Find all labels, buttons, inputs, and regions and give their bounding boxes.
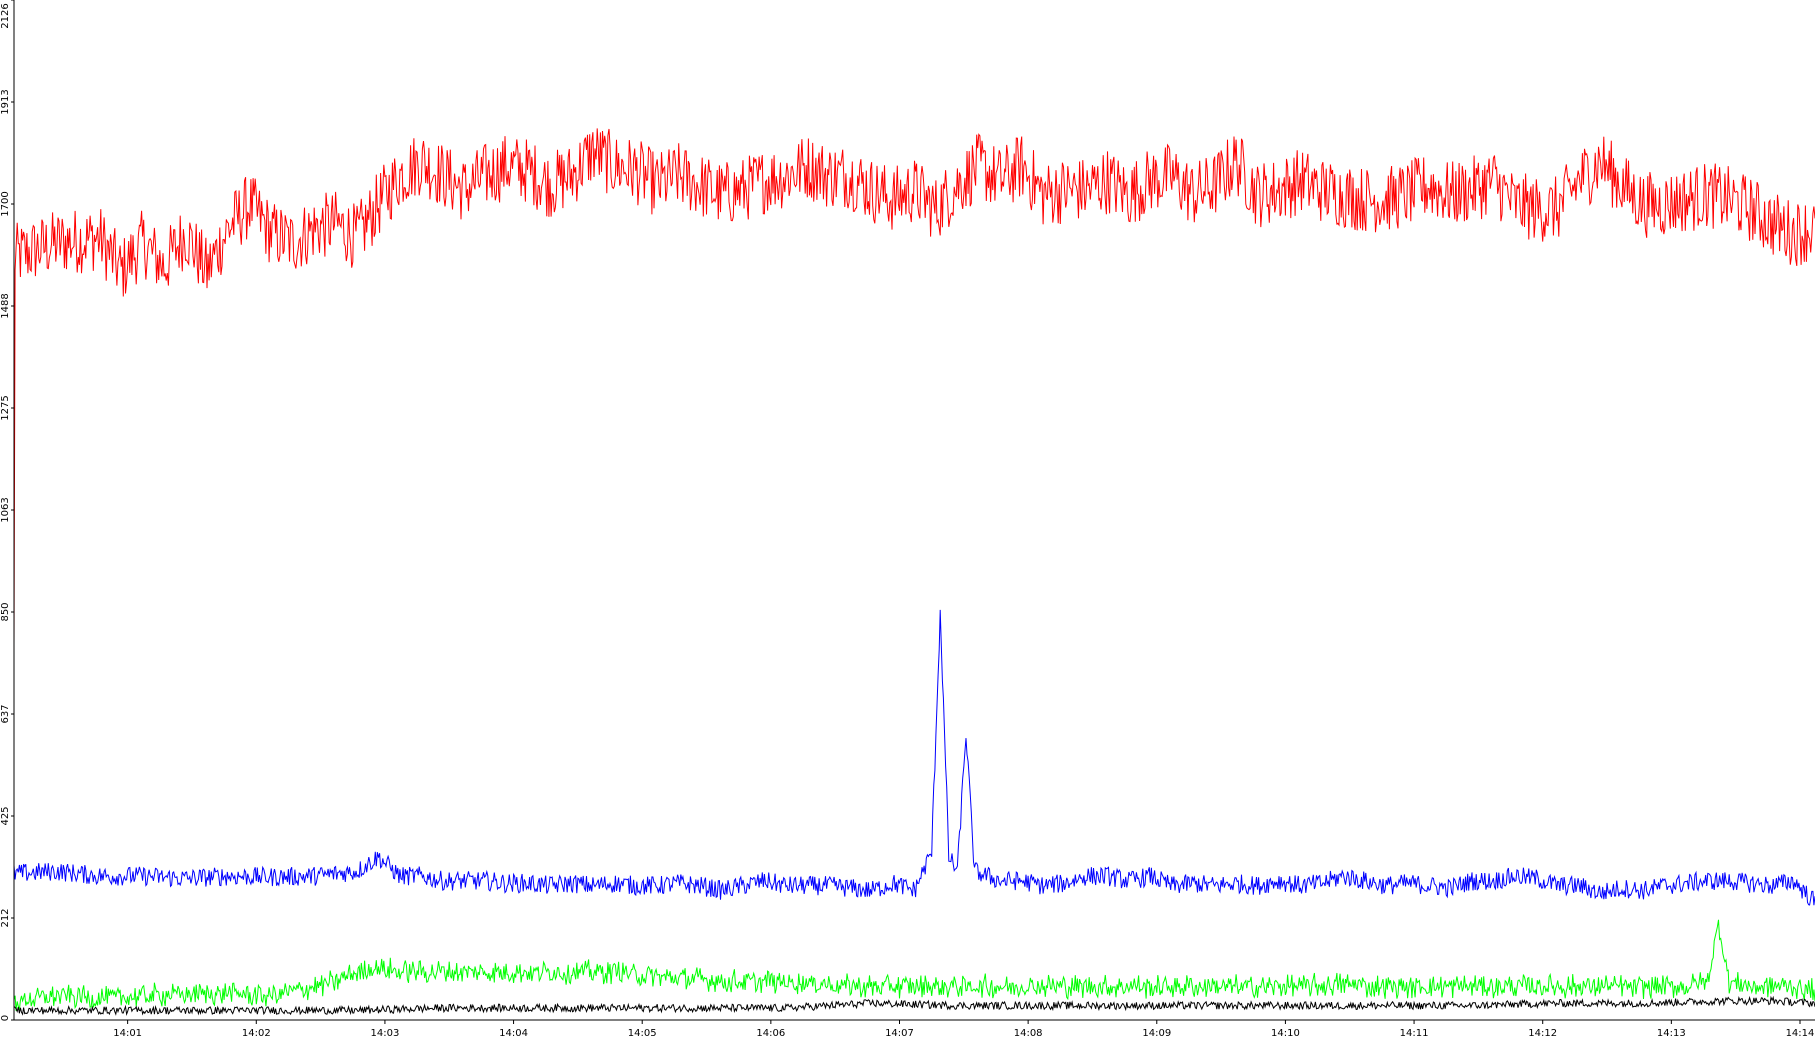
x-tick-label: 14:09: [1142, 1028, 1171, 1039]
x-tick-label: 14:13: [1657, 1028, 1686, 1039]
x-tick-label: 14:12: [1528, 1028, 1557, 1039]
x-tick-label: 14:03: [371, 1028, 400, 1039]
y-tick-label: 212: [0, 908, 11, 927]
x-tick-label: 14:05: [628, 1028, 657, 1039]
y-tick-label: 2126: [0, 3, 11, 28]
y-tick-label: 1488: [0, 293, 11, 318]
y-tick-label: 637: [0, 704, 11, 723]
x-tick-label: 14:14: [1786, 1028, 1815, 1039]
x-tick-label: 14:04: [499, 1028, 528, 1039]
series-line-1: [13, 128, 1815, 646]
y-tick-label: 425: [0, 806, 11, 825]
series-layer: [13, 128, 1815, 1017]
y-tick-label: 1063: [0, 497, 11, 522]
series-line-4: [13, 995, 1815, 1017]
series-line-2: [13, 609, 1815, 906]
x-tick-label: 14:10: [1271, 1028, 1300, 1039]
y-tick-label: 1275: [0, 395, 11, 420]
y-tick-label: 850: [0, 602, 11, 621]
x-tick-label: 14:11: [1400, 1028, 1429, 1039]
y-tick-label: 1913: [0, 89, 11, 114]
y-tick-label: 0: [0, 1015, 11, 1021]
x-tick-label: 14:08: [1014, 1028, 1043, 1039]
x-tick-label: 14:01: [113, 1028, 142, 1039]
x-tick-label: 14:07: [885, 1028, 914, 1039]
y-tick-label: 1700: [0, 191, 11, 216]
series-line-3: [13, 919, 1815, 1011]
x-tick-label: 14:06: [756, 1028, 785, 1039]
x-tick-label: 14:02: [242, 1028, 271, 1039]
